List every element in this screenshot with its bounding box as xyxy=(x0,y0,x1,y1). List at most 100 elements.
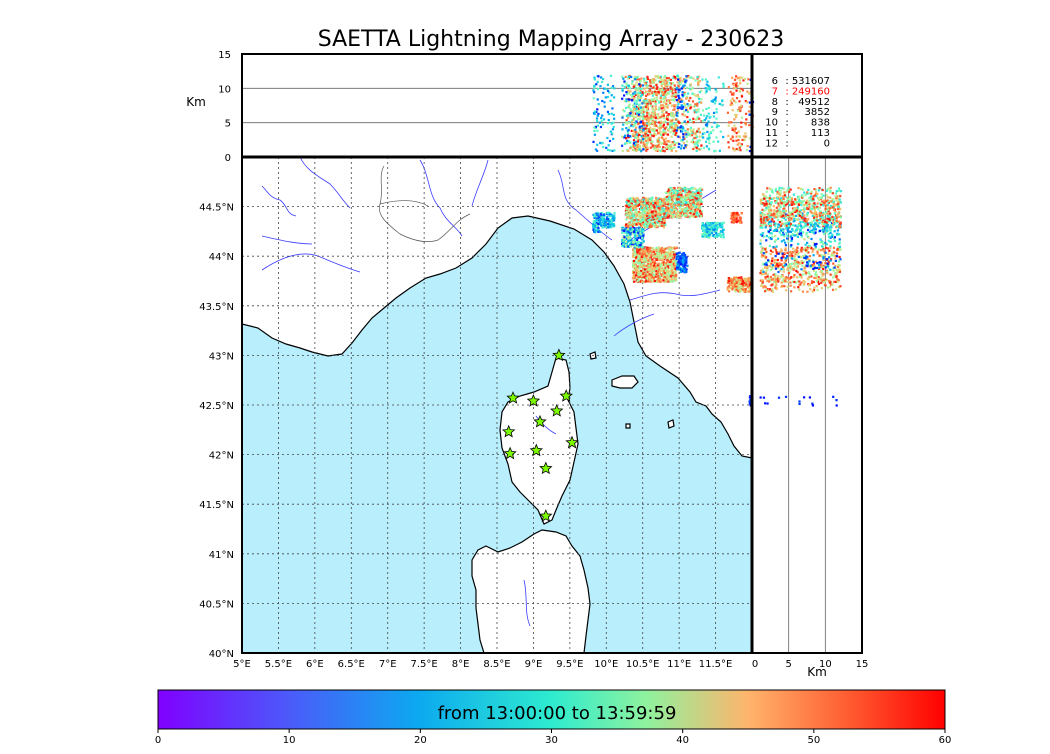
lightning-altitude-point xyxy=(625,121,627,123)
lightning-source xyxy=(669,198,671,200)
lightning-altitude-point xyxy=(668,148,670,150)
lightning-altitude-point xyxy=(722,136,724,138)
lightning-altitude-point xyxy=(684,114,686,116)
lightning-altitude-point xyxy=(625,137,627,139)
lightning-altitude-point xyxy=(678,143,680,145)
lon-tick-label: 6.5°E xyxy=(338,659,365,670)
lightning-source xyxy=(654,214,656,216)
lightning-latitude-point xyxy=(798,204,800,206)
lightning-source xyxy=(658,225,660,227)
station-count-stations: 11 xyxy=(765,128,778,139)
lightning-altitude-point xyxy=(634,92,636,94)
lightning-altitude-point xyxy=(692,118,694,120)
lightning-source xyxy=(633,256,635,258)
lightning-source xyxy=(735,215,737,217)
lightning-altitude-point xyxy=(745,113,747,115)
lightning-source xyxy=(655,210,657,212)
lightning-altitude-point xyxy=(697,81,699,83)
lightning-source xyxy=(681,268,683,270)
lightning-altitude-point xyxy=(680,82,682,84)
lightning-altitude-point xyxy=(649,137,651,139)
lightning-source xyxy=(642,235,644,237)
lightning-source xyxy=(670,263,672,265)
lightning-altitude-point xyxy=(633,108,635,110)
lightning-source xyxy=(603,214,605,216)
lightning-altitude-point xyxy=(736,148,738,150)
lightning-source xyxy=(641,260,643,262)
lightning-altitude-point xyxy=(698,128,700,130)
lightning-source xyxy=(659,203,661,205)
lightning-source xyxy=(625,223,627,225)
lightning-altitude-point xyxy=(656,145,658,147)
lightning-altitude-point xyxy=(672,82,674,84)
lightning-altitude-point xyxy=(671,136,673,138)
lightning-altitude-point xyxy=(593,91,595,93)
lightning-altitude-point xyxy=(745,118,747,120)
lightning-altitude-point xyxy=(683,110,685,112)
lightning-altitude-point xyxy=(597,88,599,90)
station-count-stations: 6 xyxy=(772,76,778,87)
lightning-altitude-point xyxy=(699,131,701,133)
lightning-source xyxy=(747,279,749,281)
lightning-altitude-point xyxy=(663,93,665,95)
lightning-source xyxy=(636,235,638,237)
lightning-altitude-point xyxy=(711,126,713,128)
lightning-altitude-point xyxy=(610,75,612,77)
lightning-altitude-point xyxy=(748,93,750,95)
lightning-latitude-point xyxy=(806,213,808,215)
lightning-altitude-point xyxy=(624,143,626,145)
lightning-source xyxy=(700,213,702,215)
lightning-altitude-point xyxy=(676,87,678,89)
station-count-value: 838 xyxy=(811,118,830,129)
lightning-altitude-point xyxy=(744,132,746,134)
lightning-altitude-point xyxy=(671,105,673,107)
lightning-source xyxy=(706,222,708,224)
lightning-source xyxy=(643,250,645,252)
lightning-altitude-point xyxy=(705,108,707,110)
lightning-altitude-point xyxy=(668,140,670,142)
lightning-altitude-point xyxy=(690,83,692,85)
lightning-altitude-point xyxy=(644,128,646,130)
lightning-source xyxy=(641,254,643,256)
lightning-source xyxy=(627,231,629,233)
station-count-stations: 8 xyxy=(772,97,778,108)
lightning-altitude-point xyxy=(702,109,704,111)
lightning-source xyxy=(629,233,631,235)
lightning-source xyxy=(597,227,599,229)
lightning-altitude-point xyxy=(663,124,665,126)
lightning-altitude-point xyxy=(629,90,631,92)
lightning-source xyxy=(645,280,647,282)
lightning-source xyxy=(721,226,723,228)
lightning-altitude-point xyxy=(686,136,688,138)
lightning-source xyxy=(606,218,608,220)
lightning-source xyxy=(659,271,661,273)
lightning-altitude-point xyxy=(646,143,648,145)
lightning-altitude-point xyxy=(687,92,689,94)
lightning-source xyxy=(622,243,624,245)
lightning-altitude-point xyxy=(636,76,638,78)
lat-tick-label: 40.5°N xyxy=(199,599,234,610)
lightning-source xyxy=(638,262,640,264)
lightning-source xyxy=(602,226,604,228)
lightning-altitude-point xyxy=(708,137,710,139)
lightning-source xyxy=(686,197,688,199)
lightning-source xyxy=(637,280,639,282)
lightning-altitude-point xyxy=(625,98,627,100)
lightning-source xyxy=(688,190,690,192)
lightning-altitude-point xyxy=(678,89,680,91)
lightning-source xyxy=(715,232,717,234)
lightning-altitude-point xyxy=(685,75,687,77)
lightning-altitude-point xyxy=(708,133,710,135)
lightning-altitude-point xyxy=(681,113,683,115)
lightning-source xyxy=(662,200,664,202)
station-count-sep: : xyxy=(785,118,788,129)
lat-tick-label: 41°N xyxy=(209,550,234,561)
lightning-altitude-point xyxy=(728,121,730,123)
lightning-latitude-point xyxy=(766,219,768,221)
lightning-latitude-point xyxy=(785,219,787,221)
lightning-altitude-point xyxy=(713,122,715,124)
lightning-altitude-point xyxy=(644,83,646,85)
lightning-altitude-point xyxy=(741,95,743,97)
lightning-source xyxy=(722,234,724,236)
